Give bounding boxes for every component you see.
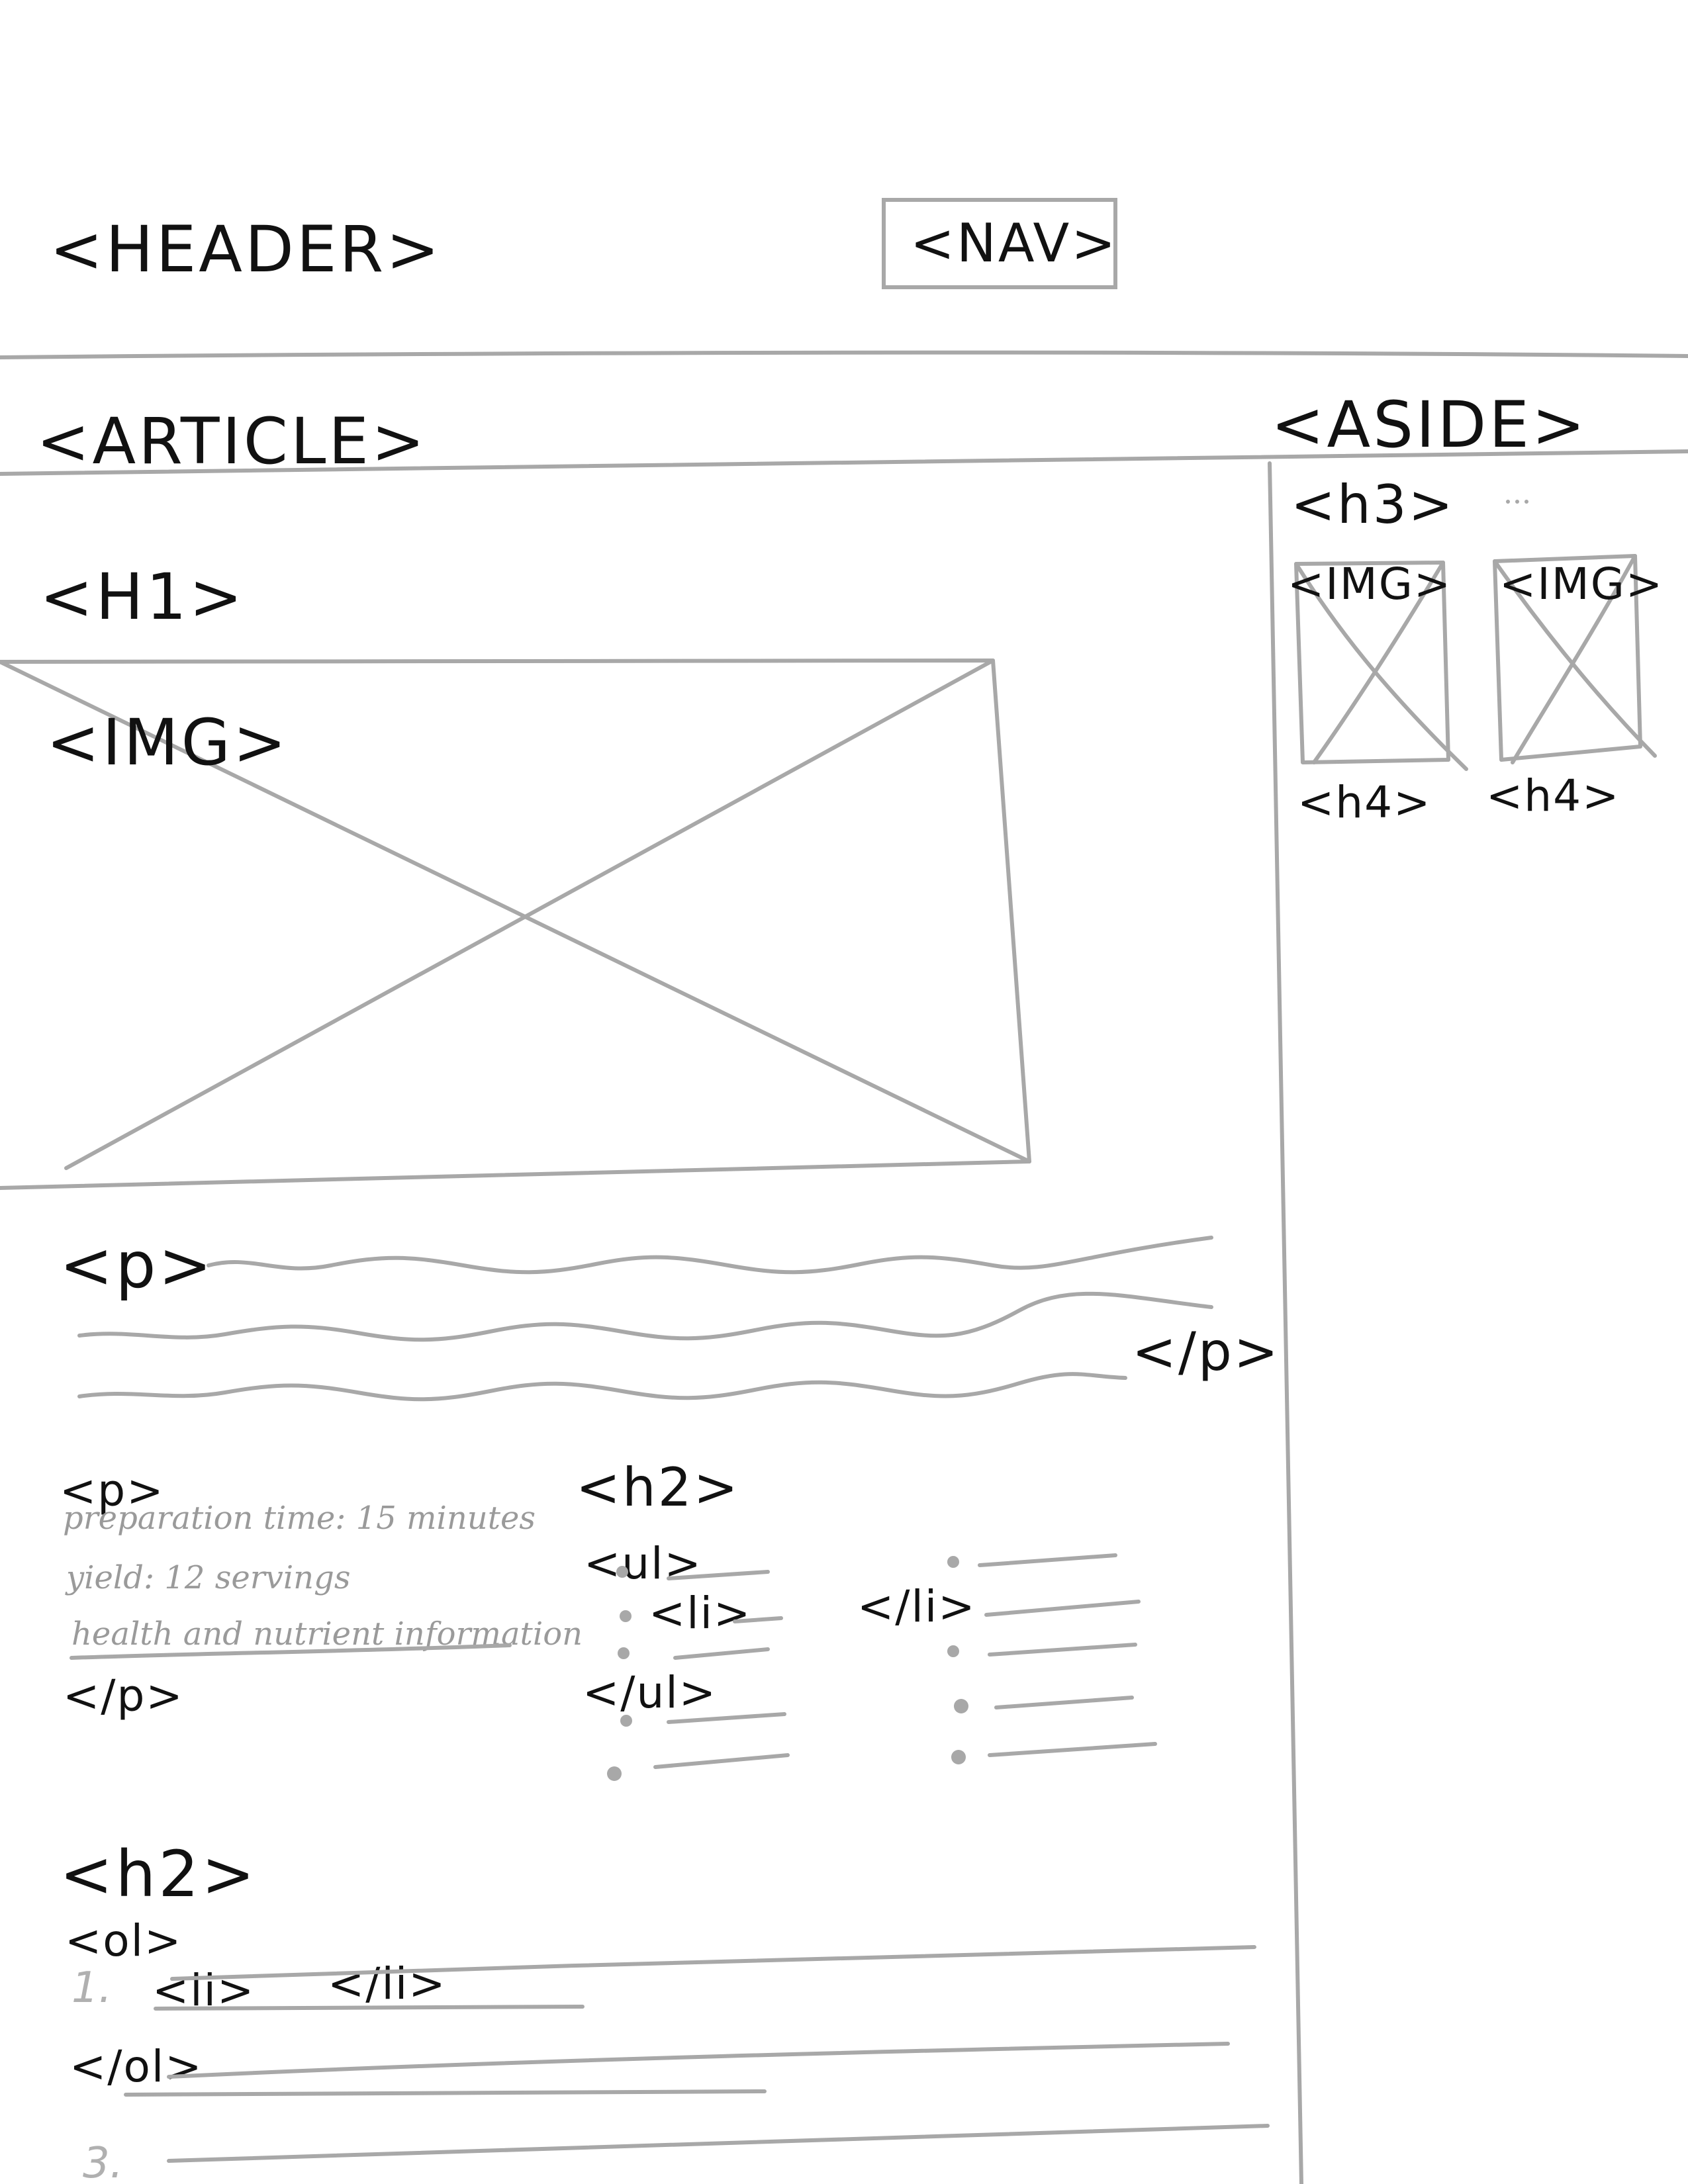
info-p-open: <p>: [60, 1465, 165, 1516]
aside-card-2[interactable]: <IMG> <h4>: [1486, 554, 1664, 821]
intro-p-close: </p>: [1132, 1321, 1280, 1383]
aside-card-2-image: [1493, 554, 1657, 764]
aside-card-2-img-label: <IMG>: [1499, 559, 1664, 610]
header-label: <HEADER>: [50, 212, 442, 287]
nav-box[interactable]: [882, 198, 1117, 289]
header-divider: [0, 350, 1688, 359]
directions-ol-close: </ol>: [70, 2041, 203, 2092]
directions-li-close: </li>: [328, 1958, 447, 2009]
info-yield: yield: 12 servings: [65, 1559, 350, 1596]
article-label: <ARTICLE>: [36, 404, 427, 478]
ingredients-li-open: <li>: [649, 1588, 751, 1639]
ingredients-h2: <h2>: [576, 1457, 740, 1518]
ingredients-right-items: [947, 1553, 1157, 1764]
aside-label: <ASIDE>: [1271, 388, 1587, 462]
info-p-close: </p>: [63, 1670, 184, 1721]
directions-ol-open: <ol>: [65, 1915, 182, 1966]
aside-card-1-h4: <h4>: [1297, 777, 1431, 828]
nav-label: <NAV>: [910, 212, 1117, 274]
directions-number-1: 1.: [71, 1964, 112, 2013]
info-nutrition-underline: [70, 1643, 512, 1660]
intro-text-line-1: [207, 1236, 1213, 1275]
info-prep-time: preparation time: 15 minutes: [63, 1500, 536, 1537]
directions-h2: <h2>: [60, 1837, 258, 1911]
aside-card-1-img-label: <IMG>: [1288, 559, 1452, 610]
aside-card-1-image: [1294, 561, 1468, 771]
ingredients-ul-close: </ul>: [583, 1667, 717, 1718]
hero-image-label: <IMG>: [46, 705, 289, 780]
aside-card-1[interactable]: <IMG> <h4>: [1288, 559, 1468, 828]
directions-number-3: 3.: [83, 2139, 123, 2184]
ingredients-ul-open: <ul>: [584, 1538, 702, 1589]
aside-card-2-h4: <h4>: [1486, 770, 1620, 821]
ingredients-li-close: </li>: [857, 1581, 976, 1632]
intro-p-open: <p>: [60, 1228, 214, 1302]
aside-h3: <h3>: [1291, 474, 1455, 535]
ingredients-left-items: [607, 1566, 790, 1781]
hero-image-placeholder: [0, 659, 1031, 1190]
intro-text-line-2: [77, 1291, 1213, 1342]
directions-items: [124, 1945, 1270, 2163]
intro-text-line-3: [77, 1372, 1127, 1402]
h1-label: <H1>: [40, 560, 245, 634]
